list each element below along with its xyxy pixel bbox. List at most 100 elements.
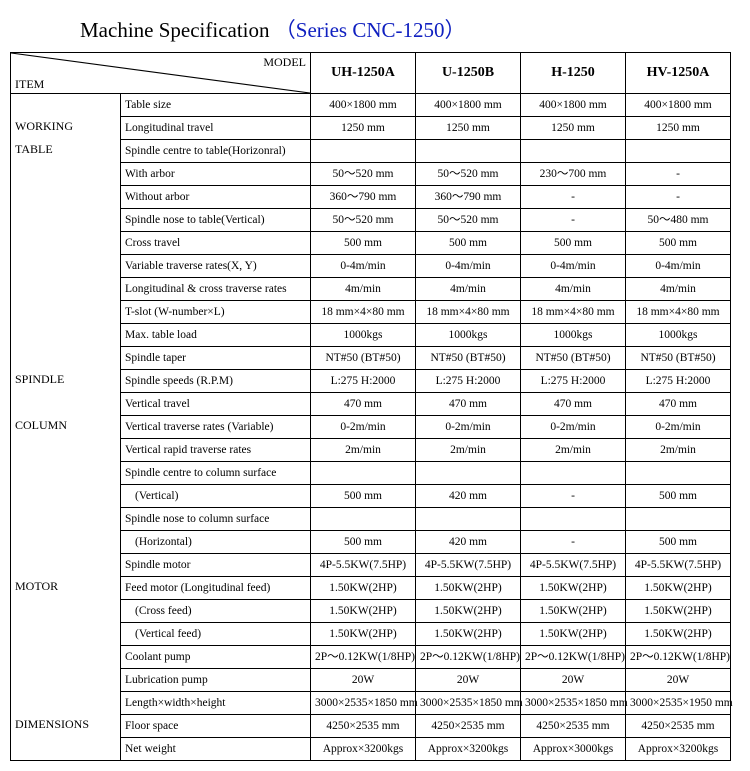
param-cell: (Vertical feed) — [121, 623, 311, 646]
value-cell: - — [626, 163, 731, 186]
value-cell — [416, 508, 521, 531]
value-cell: 1.50KW(2HP) — [416, 600, 521, 623]
value-cell: 230～700 mm — [521, 163, 626, 186]
param-cell: Coolant pump — [121, 646, 311, 669]
value-cell: 0-2m/min — [311, 416, 416, 439]
table-row: Length×width×height3000×2535×1850 mm3000… — [11, 692, 731, 715]
value-cell: 18 mm×4×80 mm — [311, 301, 416, 324]
table-row: Spindle centre to column surface — [11, 462, 731, 485]
value-cell: 3000×2535×1950 mm — [626, 692, 731, 715]
value-cell: 1.50KW(2HP) — [416, 577, 521, 600]
table-row: (Vertical)500 mm420 mm-500 mm — [11, 485, 731, 508]
value-cell: 500 mm — [311, 485, 416, 508]
value-cell: 0-4m/min — [626, 255, 731, 278]
param-cell: Feed motor (Longitudinal feed) — [121, 577, 311, 600]
value-cell: 1.50KW(2HP) — [416, 623, 521, 646]
category-cell — [11, 94, 121, 117]
category-cell — [11, 508, 121, 531]
table-row: Spindle taperNT#50 (BT#50)NT#50 (BT#50)N… — [11, 347, 731, 370]
param-cell: Vertical traverse rates (Variable) — [121, 416, 311, 439]
value-cell: 2P～0.12KW(1/8HP) — [626, 646, 731, 669]
header-model-label: MODEL — [263, 55, 306, 69]
table-row: Spindle nose to table(Vertical)50～520 mm… — [11, 209, 731, 232]
table-row: SPINDLESpindle speeds (R.P.M)L:275 H:200… — [11, 370, 731, 393]
category-cell — [11, 301, 121, 324]
value-cell: L:275 H:2000 — [416, 370, 521, 393]
value-cell: 0-2m/min — [521, 416, 626, 439]
category-cell — [11, 600, 121, 623]
value-cell: 4m/min — [416, 278, 521, 301]
value-cell: 2m/min — [626, 439, 731, 462]
model-header: H-1250 — [521, 53, 626, 94]
category-cell — [11, 186, 121, 209]
value-cell: 0-4m/min — [521, 255, 626, 278]
value-cell: 0-4m/min — [416, 255, 521, 278]
table-row: Spindle motor4P-5.5KW(7.5HP)4P-5.5KW(7.5… — [11, 554, 731, 577]
table-row: Lubrication pump20W20W20W20W — [11, 669, 731, 692]
value-cell: 2m/min — [521, 439, 626, 462]
value-cell: 0-2m/min — [416, 416, 521, 439]
value-cell: 1.50KW(2HP) — [311, 623, 416, 646]
category-cell — [11, 324, 121, 347]
value-cell: 1.50KW(2HP) — [521, 600, 626, 623]
value-cell: 2P～0.12KW(1/8HP) — [521, 646, 626, 669]
table-row: TABLESpindle centre to table(Horizonral) — [11, 140, 731, 163]
value-cell: 4250×2535 mm — [521, 715, 626, 738]
value-cell: 470 mm — [311, 393, 416, 416]
value-cell: 18 mm×4×80 mm — [521, 301, 626, 324]
category-cell — [11, 209, 121, 232]
category-cell — [11, 232, 121, 255]
model-header: HV-1250A — [626, 53, 731, 94]
category-cell — [11, 439, 121, 462]
value-cell: - — [521, 209, 626, 232]
table-row: Table size400×1800 mm400×1800 mm400×1800… — [11, 94, 731, 117]
param-cell: Spindle motor — [121, 554, 311, 577]
value-cell: 500 mm — [626, 531, 731, 554]
value-cell — [521, 140, 626, 163]
value-cell: NT#50 (BT#50) — [626, 347, 731, 370]
value-cell: 4P-5.5KW(7.5HP) — [416, 554, 521, 577]
value-cell: L:275 H:2000 — [521, 370, 626, 393]
category-cell — [11, 278, 121, 301]
value-cell: 470 mm — [626, 393, 731, 416]
value-cell: 400×1800 mm — [311, 94, 416, 117]
value-cell: 2m/min — [311, 439, 416, 462]
value-cell: 360～790 mm — [311, 186, 416, 209]
param-cell: With arbor — [121, 163, 311, 186]
value-cell: 1250 mm — [416, 117, 521, 140]
value-cell: - — [521, 186, 626, 209]
value-cell — [521, 508, 626, 531]
category-cell — [11, 462, 121, 485]
value-cell: 500 mm — [311, 232, 416, 255]
param-cell: (Cross feed) — [121, 600, 311, 623]
value-cell — [311, 508, 416, 531]
table-row: Cross travel500 mm500 mm500 mm500 mm — [11, 232, 731, 255]
value-cell: 1250 mm — [521, 117, 626, 140]
table-row: WORKINGLongitudinal travel1250 mm1250 mm… — [11, 117, 731, 140]
value-cell: 50～520 mm — [311, 163, 416, 186]
param-cell: Lubrication pump — [121, 669, 311, 692]
value-cell: 4P-5.5KW(7.5HP) — [311, 554, 416, 577]
value-cell: 400×1800 mm — [521, 94, 626, 117]
value-cell: 4P-5.5KW(7.5HP) — [521, 554, 626, 577]
table-row: Spindle nose to column surface — [11, 508, 731, 531]
value-cell: 4m/min — [626, 278, 731, 301]
value-cell: NT#50 (BT#50) — [311, 347, 416, 370]
param-cell: (Vertical) — [121, 485, 311, 508]
category-cell — [11, 669, 121, 692]
value-cell: - — [521, 485, 626, 508]
param-cell: Spindle nose to table(Vertical) — [121, 209, 311, 232]
param-cell: Spindle speeds (R.P.M) — [121, 370, 311, 393]
value-cell: 20W — [416, 669, 521, 692]
table-row: Coolant pump 2P～0.12KW(1/8HP)2P～0.12KW(1/… — [11, 646, 731, 669]
page-title: Machine Specification （Series CNC-1250） — [80, 14, 740, 44]
value-cell: 1.50KW(2HP) — [521, 623, 626, 646]
param-cell: Spindle nose to column surface — [121, 508, 311, 531]
value-cell: 500 mm — [521, 232, 626, 255]
param-cell: Vertical travel — [121, 393, 311, 416]
table-row: Net weightApprox×3200kgsApprox×3200kgsAp… — [11, 738, 731, 761]
table-body: Table size400×1800 mm400×1800 mm400×1800… — [11, 94, 731, 761]
value-cell: 18 mm×4×80 mm — [626, 301, 731, 324]
value-cell: 4P-5.5KW(7.5HP) — [626, 554, 731, 577]
value-cell — [626, 140, 731, 163]
